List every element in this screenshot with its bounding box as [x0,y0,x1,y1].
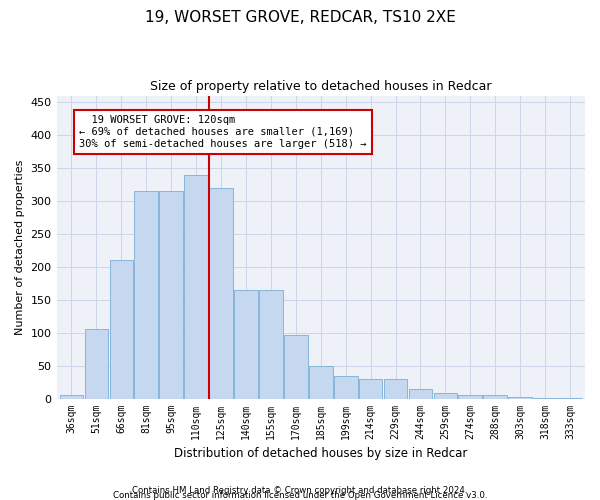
Text: Contains public sector information licensed under the Open Government Licence v3: Contains public sector information licen… [113,491,487,500]
Bar [484,396,507,398]
Bar [234,290,258,399]
Text: 19 WORSET GROVE: 120sqm
← 69% of detached houses are smaller (1,169)
30% of semi: 19 WORSET GROVE: 120sqm ← 69% of detache… [79,116,367,148]
Title: Size of property relative to detached houses in Redcar: Size of property relative to detached ho… [150,80,491,93]
Bar [259,290,283,399]
Bar [209,188,233,398]
Bar [334,376,358,398]
Bar [508,397,532,398]
Bar [184,174,208,398]
Bar [110,260,133,398]
Y-axis label: Number of detached properties: Number of detached properties [15,160,25,334]
Bar [434,394,457,398]
Bar [309,366,332,398]
Text: Contains HM Land Registry data © Crown copyright and database right 2024.: Contains HM Land Registry data © Crown c… [132,486,468,495]
Text: 19, WORSET GROVE, REDCAR, TS10 2XE: 19, WORSET GROVE, REDCAR, TS10 2XE [145,10,455,25]
Bar [359,379,382,398]
Bar [85,330,108,398]
Bar [284,334,308,398]
X-axis label: Distribution of detached houses by size in Redcar: Distribution of detached houses by size … [174,447,467,460]
Bar [160,191,183,398]
Bar [59,396,83,398]
Bar [384,379,407,398]
Bar [458,396,482,398]
Bar [409,388,433,398]
Bar [134,191,158,398]
